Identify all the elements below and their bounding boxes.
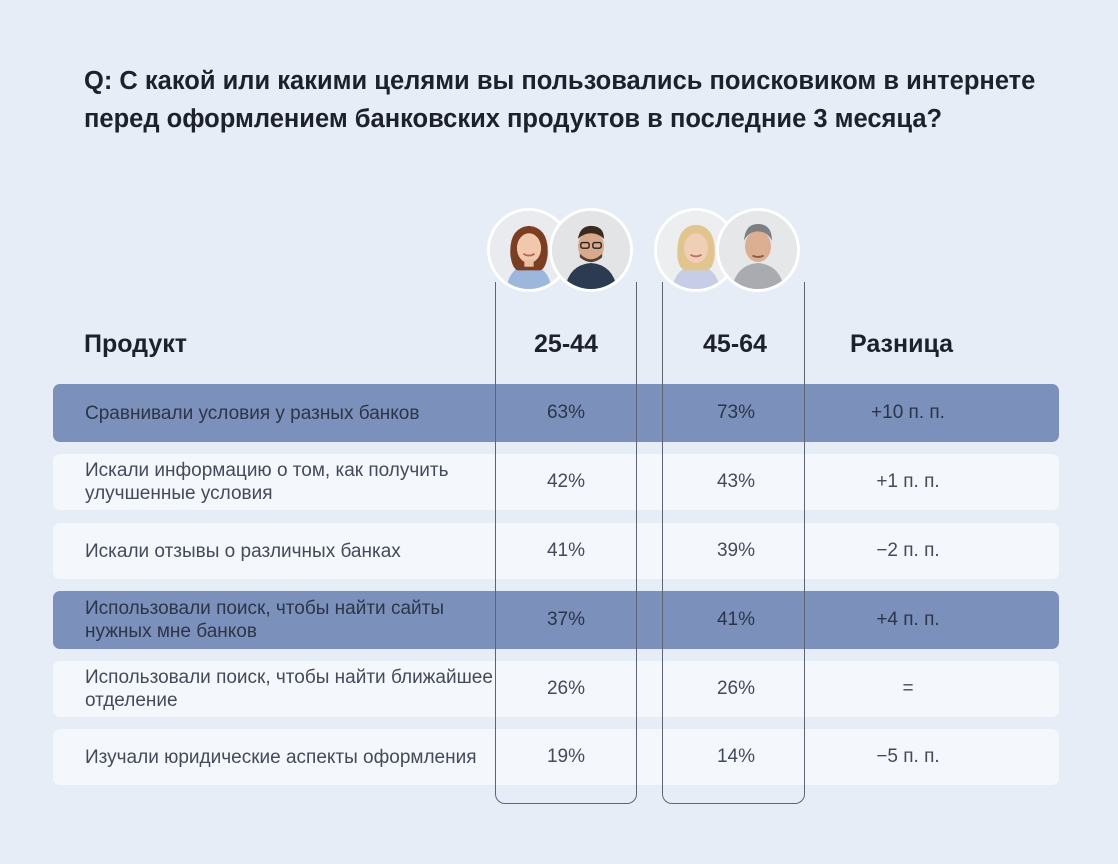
table-row: Искали отзывы о различных банках 41% 39%… <box>53 523 1059 579</box>
value-difference: −5 п. п. <box>876 746 940 767</box>
value-difference: −2 п. п. <box>876 540 940 561</box>
value-difference: +1 п. п. <box>876 471 940 492</box>
young-woman-portrait-icon <box>490 211 568 289</box>
avatar-group-45-64 <box>654 208 800 292</box>
value-45-64: 26% <box>716 678 756 699</box>
row-label: Использовали поиск, чтобы найти ближайше… <box>85 667 493 711</box>
value-difference: +10 п. п. <box>871 402 945 423</box>
value-45-64: 41% <box>716 609 756 630</box>
avatar-group-25-44 <box>487 208 633 292</box>
question-title: Q: С какой или какими целями вы пользова… <box>84 67 1036 133</box>
table-row: Сравнивали условия у разных банков 63% 7… <box>53 384 1059 442</box>
value-45-64: 39% <box>716 540 756 561</box>
value-25-44: 26% <box>546 678 586 699</box>
table-row: Использовали поиск, чтобы найти сайты ну… <box>53 591 1059 649</box>
header-45-64: 45-64 <box>703 330 767 358</box>
older-woman-portrait-icon <box>657 211 735 289</box>
value-45-64: 14% <box>716 746 756 767</box>
table-header: Продукт 25-44 45-64 Разница <box>0 330 1118 364</box>
avatar-older-man <box>716 208 800 292</box>
value-25-44: 63% <box>546 402 586 423</box>
row-label: Искали отзывы о различных банках <box>85 540 401 562</box>
value-25-44: 37% <box>546 609 586 630</box>
table-row: Использовали поиск, чтобы найти ближайше… <box>53 661 1059 717</box>
value-25-44: 42% <box>546 471 586 492</box>
avatar-young-man <box>549 208 633 292</box>
value-difference: +4 п. п. <box>876 609 940 630</box>
row-label: Использовали поиск, чтобы найти сайты ну… <box>85 598 444 642</box>
value-25-44: 19% <box>546 746 586 767</box>
header-product: Продукт <box>84 330 188 358</box>
table-row: Изучали юридические аспекты оформления 1… <box>53 729 1059 785</box>
value-25-44: 41% <box>546 540 586 561</box>
row-label: Сравнивали условия у разных банков <box>85 402 420 424</box>
older-man-portrait-icon <box>719 211 797 289</box>
value-45-64: 73% <box>716 402 756 423</box>
header-25-44: 25-44 <box>534 330 598 358</box>
row-label: Искали информацию о том, как получить ул… <box>85 460 449 504</box>
table-row: Искали информацию о том, как получить ул… <box>53 454 1059 510</box>
row-label: Изучали юридические аспекты оформления <box>85 746 477 768</box>
avatar-young-woman <box>487 208 571 292</box>
value-difference: = <box>902 678 914 699</box>
value-45-64: 43% <box>716 471 756 492</box>
young-man-portrait-icon <box>552 211 630 289</box>
header-difference: Разница <box>850 330 954 358</box>
